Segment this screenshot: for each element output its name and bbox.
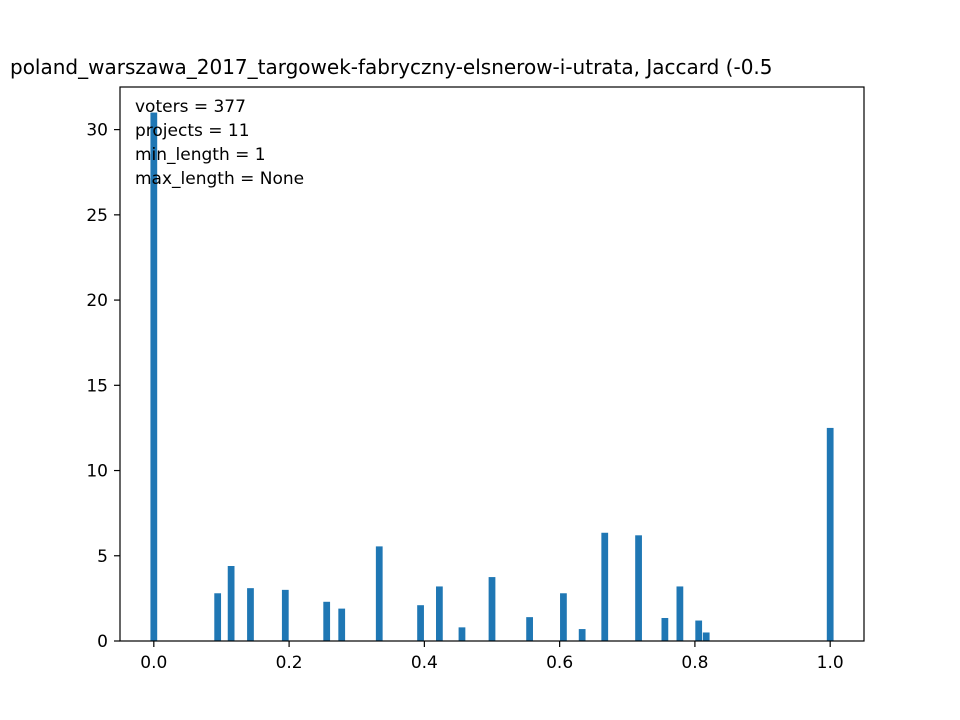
y-tick-label-2: 10 bbox=[86, 462, 108, 482]
bar-6 bbox=[338, 608, 346, 641]
bar-20 bbox=[702, 632, 710, 641]
bar-12 bbox=[526, 617, 533, 641]
annotation-line-1: projects = 11 bbox=[135, 121, 250, 141]
chart-title: poland_warszawa_2017_targowek-fabryczny-… bbox=[10, 55, 773, 79]
y-tick-label-1: 5 bbox=[97, 547, 108, 567]
bar-7 bbox=[375, 546, 383, 641]
x-tick-label-4: 0.8 bbox=[681, 653, 708, 673]
bar-8 bbox=[417, 605, 424, 641]
bar-2 bbox=[227, 566, 235, 641]
bar-14 bbox=[578, 629, 586, 641]
bar-3 bbox=[247, 588, 254, 641]
annotation-line-0: voters = 377 bbox=[135, 97, 246, 117]
bar-19 bbox=[695, 620, 703, 641]
bars-group bbox=[150, 112, 834, 641]
x-tick-label-5: 1.0 bbox=[817, 653, 844, 673]
bar-13 bbox=[560, 593, 567, 641]
bar-11 bbox=[488, 577, 496, 641]
y-tick-label-4: 20 bbox=[86, 291, 108, 311]
y-tick-label-3: 15 bbox=[86, 376, 108, 396]
bar-17 bbox=[661, 617, 669, 641]
bar-1 bbox=[214, 593, 222, 641]
bar-5 bbox=[323, 601, 331, 641]
bar-21 bbox=[826, 427, 834, 641]
plot-frame bbox=[119, 86, 865, 642]
y-tick-label-5: 25 bbox=[86, 206, 108, 226]
bar-16 bbox=[635, 535, 642, 641]
annotation-block: voters = 377 projects = 11 min_length = 1 m… bbox=[135, 97, 304, 189]
y-tick-label-6: 30 bbox=[86, 121, 108, 141]
bar-0 bbox=[150, 112, 158, 641]
y-tick-label-0: 0 bbox=[97, 632, 108, 652]
x-tick-label-0: 0.0 bbox=[140, 653, 167, 673]
x-tick-label-3: 0.6 bbox=[546, 653, 573, 673]
x-axis-ticks: 0.0 0.2 0.4 0.6 0.8 1.0 bbox=[140, 641, 844, 673]
bar-4 bbox=[281, 589, 289, 641]
x-tick-label-1: 0.2 bbox=[276, 653, 303, 673]
bar-10 bbox=[458, 627, 466, 641]
annotation-line-2: min_length = 1 bbox=[135, 145, 266, 165]
y-axis-ticks: 0 5 10 15 20 25 30 bbox=[86, 121, 120, 652]
annotation-line-3: max_length = None bbox=[135, 169, 304, 189]
bar-15 bbox=[601, 532, 609, 641]
x-tick-label-2: 0.4 bbox=[411, 653, 438, 673]
bar-9 bbox=[436, 586, 443, 641]
bar-18 bbox=[676, 586, 684, 641]
